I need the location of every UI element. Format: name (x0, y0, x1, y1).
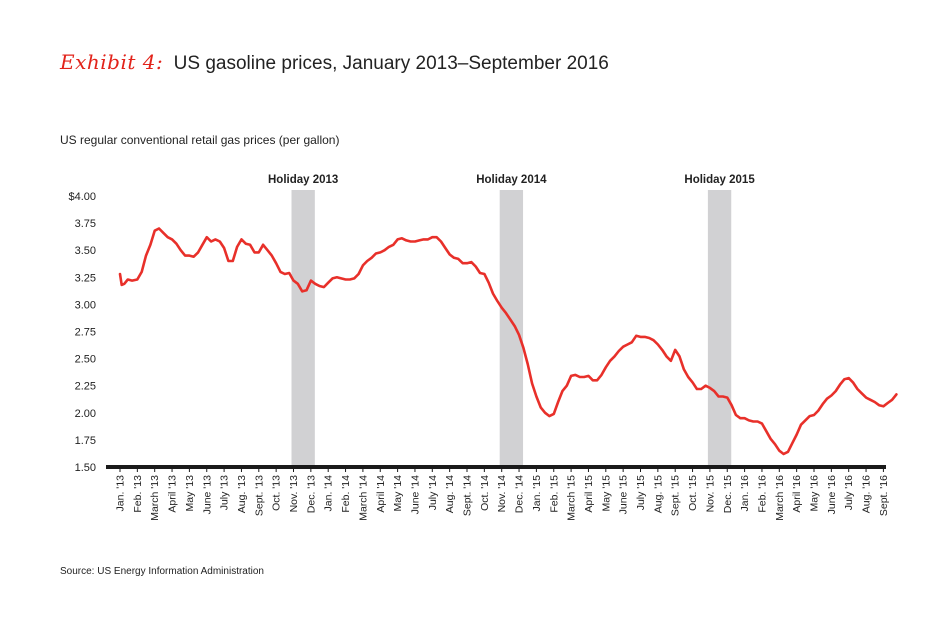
source-note: Source: US Energy Information Administra… (60, 566, 264, 577)
price-line (118, 227, 898, 456)
holiday-band-3 (707, 190, 732, 467)
x-tick-label: July '15 (635, 475, 647, 510)
x-tick-label: May '13 (184, 475, 196, 512)
title-row: Exhibit 4: US gasoline prices, January 2… (60, 50, 609, 75)
holiday-band-2 (499, 190, 524, 467)
y-tick-label: 2.25 (75, 381, 96, 393)
y-axis: $4.00 3.75 3.50 3.25 3.00 2.75 2.50 2.25 2.00 1.7… (68, 191, 96, 474)
holiday-label-2: Holiday 2014 (476, 174, 547, 186)
holiday-label-3: Holiday 2015 (684, 174, 755, 186)
x-tick-label: Feb. '15 (548, 475, 560, 513)
y-tick-label: 3.00 (75, 299, 96, 311)
y-tick-label: 2.00 (75, 408, 96, 420)
x-tick-label: Oct. '14 (479, 475, 491, 511)
x-tick-label: Oct. '15 (687, 475, 699, 511)
y-tick-label: 2.75 (75, 327, 96, 339)
y-tick-label: 1.75 (75, 435, 96, 447)
y-tick-label: $4.00 (68, 191, 96, 203)
x-tick-label: April '16 (791, 475, 803, 513)
x-tick-label: July '14 (427, 475, 439, 510)
x-tick-label: June '13 (201, 475, 213, 515)
x-tick-label: May '16 (809, 475, 821, 512)
x-tick-label: April '13 (167, 475, 179, 513)
x-tick-label: Feb. '16 (756, 475, 768, 513)
price-series (118, 227, 898, 456)
x-axis: Jan. '13 Feb. '13 March '13 April '13 May '1… (106, 465, 890, 521)
exhibit-label: Exhibit 4: (60, 50, 164, 74)
y-tick-label: 1.50 (75, 462, 96, 474)
y-tick-label: 3.75 (75, 218, 96, 230)
x-tick-label: Nov. '15 (704, 475, 716, 513)
x-tick-label: Jan. '15 (531, 475, 543, 512)
x-tick-label: Dec. '13 (305, 475, 317, 513)
holiday-label-1: Holiday 2013 (268, 174, 338, 186)
x-tick-label: Feb. '14 (340, 475, 352, 513)
chart-title: US gasoline prices, January 2013–Septemb… (173, 53, 609, 74)
x-tick-label: Sept. '13 (253, 475, 265, 516)
x-tick-label: Jan. '14 (323, 475, 335, 512)
x-tick-label: March '16 (774, 475, 786, 521)
x-tick-label: April '14 (375, 475, 387, 513)
x-tick-label: Aug. '14 (444, 475, 456, 513)
x-tick-label: May '14 (392, 475, 404, 512)
x-tick-label: Nov. '14 (496, 475, 508, 513)
holiday-band-1 (291, 190, 315, 467)
x-tick-label: April '15 (583, 475, 595, 513)
chart-subtitle: US regular conventional retail gas price… (60, 133, 340, 147)
y-tick-label: 3.50 (75, 245, 96, 257)
x-tick-label: July '13 (219, 475, 231, 510)
x-tick-label: May '15 (600, 475, 612, 512)
x-tick-label: Sept. '16 (878, 475, 890, 516)
y-tick-label: 3.25 (75, 272, 96, 284)
x-tick-label: June '14 (409, 475, 421, 515)
x-tick-label: March '13 (149, 475, 161, 521)
x-tick-label: Sept. '14 (462, 475, 474, 516)
x-tick-label: June '15 (618, 475, 630, 515)
x-tick-label: Dec. '14 (514, 475, 526, 513)
x-tick-label: Jan. '13 (115, 475, 127, 512)
x-tick-label: Aug. '15 (652, 475, 664, 513)
x-tick-label: June '16 (826, 475, 838, 515)
x-tick-label: Oct. '13 (271, 475, 283, 511)
x-tick-label: Jan. '16 (739, 475, 751, 512)
x-tick-label: Aug. '16 (861, 475, 873, 513)
x-tick-label: Sept. '15 (670, 475, 682, 516)
x-tick-label: March '15 (566, 475, 578, 521)
y-tick-label: 2.50 (75, 354, 96, 366)
x-tick-label: July '16 (843, 475, 855, 510)
x-tick-label: Feb. '13 (132, 475, 144, 513)
x-tick-label: Nov. '13 (288, 475, 300, 513)
x-tick-label: Dec. '15 (722, 475, 734, 513)
x-tick-label: March '14 (357, 475, 369, 521)
x-tick-label: Aug. '13 (236, 475, 248, 513)
